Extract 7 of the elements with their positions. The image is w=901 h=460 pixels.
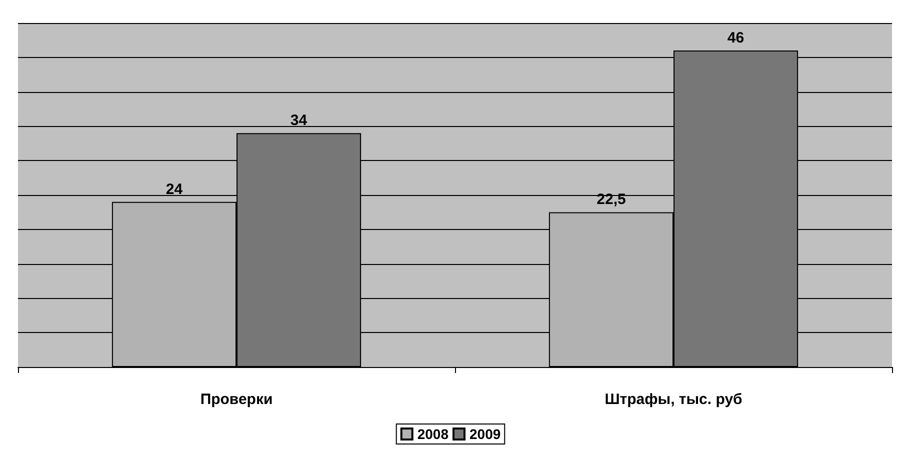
x-tick-label: Проверки [200, 391, 273, 408]
legend-label: 2009 [470, 426, 501, 442]
x-tick-label: Штрафы, тыс. руб [604, 391, 742, 408]
data-label: 46 [727, 30, 744, 47]
data-label: 24 [166, 180, 184, 198]
data-label: 34 [290, 112, 308, 130]
legend-label: 2008 [417, 426, 449, 442]
